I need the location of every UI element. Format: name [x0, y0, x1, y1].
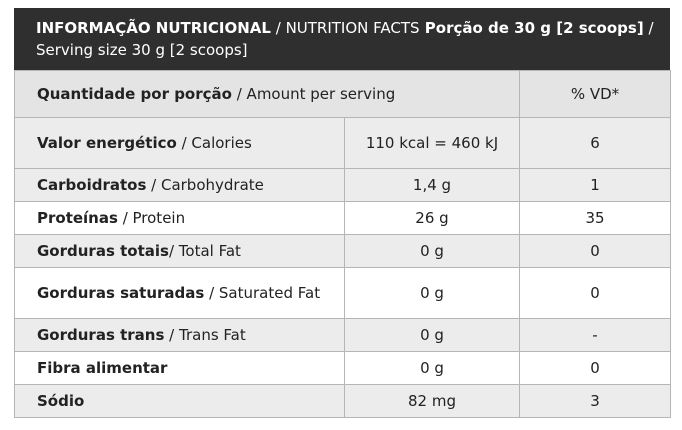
nutrient-value: 0 g: [344, 318, 520, 352]
nutrient-value: 26 g: [344, 201, 520, 235]
nutrient-name: Gorduras saturadas / Saturated Fat: [14, 267, 345, 319]
amount-header-pt: Quantidade por porção: [37, 85, 232, 103]
nutrient-dv: 6: [519, 117, 671, 169]
nutrient-name: Fibra alimentar: [14, 351, 345, 385]
nutrient-name: Valor energético / Calories: [14, 117, 345, 169]
table-header: INFORMAÇÃO NUTRICIONAL / NUTRITION FACTS…: [14, 8, 670, 70]
nutrient-value: 110 kcal = 460 kJ: [344, 117, 520, 169]
header-serving-en: Serving size 30 g [2 scoops]: [36, 41, 248, 59]
nutrient-value: 1,4 g: [344, 168, 520, 202]
nutrient-name-en: / Total Fat: [168, 242, 241, 260]
header-separator: /: [643, 19, 654, 37]
table-row: Carboidratos / Carbohydrate 1,4 g 1: [14, 168, 671, 202]
nutrient-name-en: / Calories: [176, 134, 252, 152]
nutrient-name-pt: Fibra alimentar: [37, 359, 168, 377]
table-row: Gorduras trans / Trans Fat 0 g -: [14, 318, 671, 352]
nutrient-name-pt: Gorduras trans: [37, 326, 165, 344]
nutrient-name-en: / Carbohydrate: [146, 176, 264, 194]
nutrient-dv: 35: [519, 201, 671, 235]
nutrition-facts-table: INFORMAÇÃO NUTRICIONAL / NUTRITION FACTS…: [14, 8, 671, 418]
dv-header: % VD*: [519, 70, 671, 118]
nutrient-name-pt: Carboidratos: [37, 176, 147, 194]
header-title-en: NUTRITION FACTS: [285, 19, 420, 37]
table-row: Gorduras totais/ Total Fat 0 g 0: [14, 234, 671, 268]
table-row: Proteínas / Protein 26 g 35: [14, 201, 671, 235]
nutrient-value: 0 g: [344, 267, 520, 319]
nutrient-name-en: / Protein: [117, 209, 186, 227]
nutrient-name: Gorduras totais/ Total Fat: [14, 234, 345, 268]
table-row: Valor energético / Calories 110 kcal = 4…: [14, 117, 671, 169]
nutrient-name-en: / Saturated Fat: [204, 284, 321, 302]
nutrient-name-pt: Gorduras totais: [37, 242, 169, 260]
nutrient-value: 82 mg: [344, 384, 520, 418]
nutrient-name-pt: Sódio: [37, 392, 85, 410]
header-serving-pt: Porção de 30 g [2 scoops]: [419, 19, 644, 37]
nutrient-dv: 0: [519, 267, 671, 319]
nutrient-value: 0 g: [344, 351, 520, 385]
amount-header-en: / Amount per serving: [231, 85, 396, 103]
column-header-row: Quantidade por porção / Amount per servi…: [14, 70, 671, 118]
header-title-pt: INFORMAÇÃO NUTRICIONAL: [36, 19, 271, 37]
nutrient-name: Carboidratos / Carbohydrate: [14, 168, 345, 202]
nutrient-dv: 0: [519, 351, 671, 385]
nutrient-name-pt: Proteínas: [37, 209, 118, 227]
table-row: Sódio 82 mg 3: [14, 384, 671, 418]
nutrient-name-pt: Gorduras saturadas: [37, 284, 205, 302]
amount-header: Quantidade por porção / Amount per servi…: [14, 70, 520, 118]
nutrient-dv: 0: [519, 234, 671, 268]
nutrient-table: Quantidade por porção / Amount per servi…: [14, 70, 671, 418]
table-row: Fibra alimentar 0 g 0: [14, 351, 671, 385]
nutrient-dv: 3: [519, 384, 671, 418]
nutrient-name-pt: Valor energético: [37, 134, 177, 152]
nutrient-name: Sódio: [14, 384, 345, 418]
nutrient-name: Gorduras trans / Trans Fat: [14, 318, 345, 352]
table-row: Gorduras saturadas / Saturated Fat 0 g 0: [14, 267, 671, 319]
nutrient-name-en: / Trans Fat: [164, 326, 246, 344]
nutrient-value: 0 g: [344, 234, 520, 268]
nutrient-dv: -: [519, 318, 671, 352]
header-separator: /: [270, 19, 286, 37]
nutrient-name: Proteínas / Protein: [14, 201, 345, 235]
nutrient-dv: 1: [519, 168, 671, 202]
